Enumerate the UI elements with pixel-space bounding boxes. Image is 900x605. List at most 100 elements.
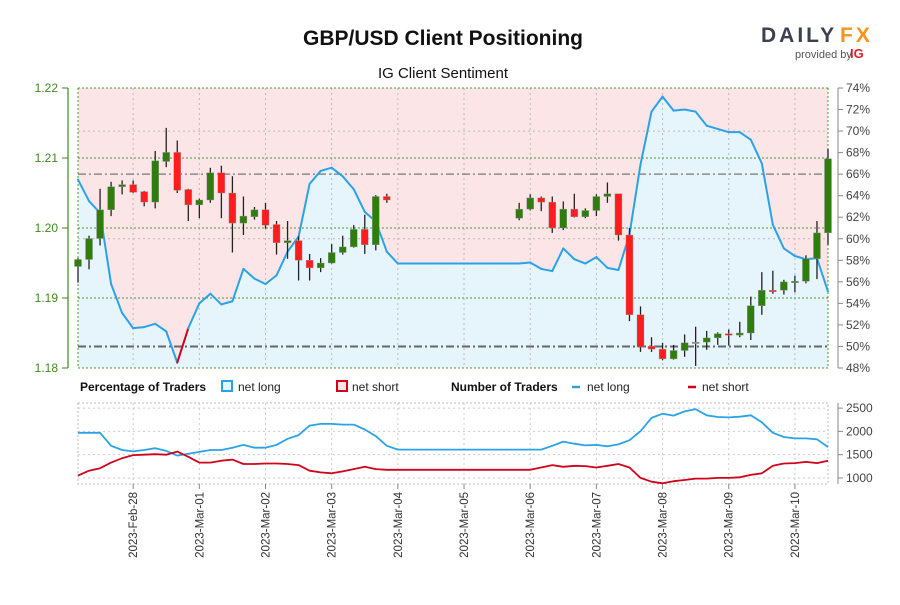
candle-body (184, 189, 192, 206)
candle (350, 225, 358, 248)
percent-tick-label: 68% (846, 146, 870, 160)
sentiment-line-segment (518, 261, 532, 265)
candle-body (725, 333, 733, 336)
candle-body (603, 193, 612, 197)
date-tick-label: 2023-Mar-08 (658, 492, 670, 558)
candle (702, 330, 711, 350)
sentiment-line-segment (242, 267, 256, 280)
candle-body (791, 281, 799, 283)
legend-pct-short-swatch (336, 380, 348, 392)
candle (361, 214, 369, 254)
candle-body (736, 332, 744, 336)
sentiment-line-segment (121, 312, 135, 330)
candle-body (129, 184, 137, 193)
sentiment-line-segment (650, 95, 664, 113)
legend-pct-long: net long (238, 380, 281, 394)
candle (680, 334, 689, 357)
traders-tick-label: 2500 (846, 401, 873, 415)
candle-body (658, 348, 667, 360)
candle (140, 190, 148, 207)
date-tick-label: 2023-Feb-28 (128, 492, 140, 558)
candle-body (383, 196, 391, 201)
sentiment-line-segment (573, 258, 587, 265)
sentiment-line-segment (286, 235, 300, 253)
candle-body (173, 152, 181, 191)
sentiment-line-segment (716, 127, 730, 134)
candle (758, 272, 766, 315)
sentiment-line-segment (187, 302, 201, 330)
candle (206, 167, 215, 203)
candle-body (339, 246, 347, 253)
candle-body (96, 209, 104, 239)
percent-tick-label: 48% (846, 361, 870, 375)
percent-tick-label: 52% (846, 318, 870, 332)
candle (118, 180, 126, 195)
sentiment-line-segment (628, 163, 642, 236)
candle-body (74, 259, 82, 267)
candle-body (151, 160, 159, 203)
percent-tick-label: 64% (846, 189, 870, 203)
candle (85, 235, 93, 270)
legend-pct-short: net short (352, 380, 399, 394)
sentiment-line-segment (815, 257, 829, 293)
candle (537, 196, 545, 212)
date-tick-label: 2023-Mar-10 (790, 492, 802, 558)
candle (636, 306, 645, 352)
candle (515, 202, 523, 221)
date-tick-label: 2023-Mar-02 (261, 492, 273, 558)
candle-body (592, 196, 601, 211)
sentiment-line-segment (220, 300, 234, 306)
sentiment-line-segment (672, 108, 686, 112)
candle-body (361, 229, 369, 245)
candle-body (548, 201, 556, 229)
sentiment-line-segment (319, 166, 333, 172)
candle (570, 193, 579, 218)
candle-body (526, 197, 534, 210)
candle (316, 258, 325, 273)
candle (824, 148, 832, 245)
candle (372, 195, 380, 251)
sentiment-line-segment (275, 250, 289, 277)
candle (802, 255, 810, 284)
candle (74, 258, 82, 283)
candle-body (239, 215, 248, 224)
chart-subtitle: IG Client Sentiment (378, 65, 509, 82)
sentiment-line-segment (683, 108, 697, 113)
candle-body (283, 240, 292, 243)
sentiment-line-segment (562, 247, 576, 261)
sentiment-line-segment (738, 131, 752, 141)
logo-brand-accent: FX (840, 24, 873, 47)
sentiment-line-segment (308, 169, 322, 185)
candle-body (250, 209, 259, 218)
candle (548, 196, 556, 233)
candle (184, 188, 192, 221)
percent-tick-label: 54% (846, 296, 870, 310)
candle (173, 140, 181, 193)
candle-body (813, 232, 821, 259)
sentiment-line-segment (595, 256, 609, 269)
sentiment-line-segment (77, 178, 91, 203)
candle (239, 196, 248, 235)
candle-body (824, 158, 832, 234)
legend: Percentage of Traders net long net short… (80, 380, 749, 394)
date-tick-label: 2023-Mar-05 (459, 492, 471, 558)
candle (813, 221, 821, 280)
candle (592, 194, 601, 217)
candle-body (636, 314, 645, 348)
date-tick-label: 2023-Mar-04 (393, 491, 405, 557)
candle-body (85, 238, 93, 260)
legend-num-short: net short (702, 380, 749, 394)
candle (736, 321, 744, 338)
candle-body (581, 210, 590, 217)
candle (261, 202, 270, 229)
candle-body (559, 208, 567, 229)
candle-body (669, 350, 678, 360)
candle (769, 270, 777, 294)
candle-body (195, 199, 204, 206)
sentiment-line-segment (253, 277, 267, 285)
sentiment-line-segment (231, 267, 245, 303)
candle (129, 180, 137, 193)
candle-body (691, 341, 700, 344)
traders-line-net-long (78, 408, 829, 457)
